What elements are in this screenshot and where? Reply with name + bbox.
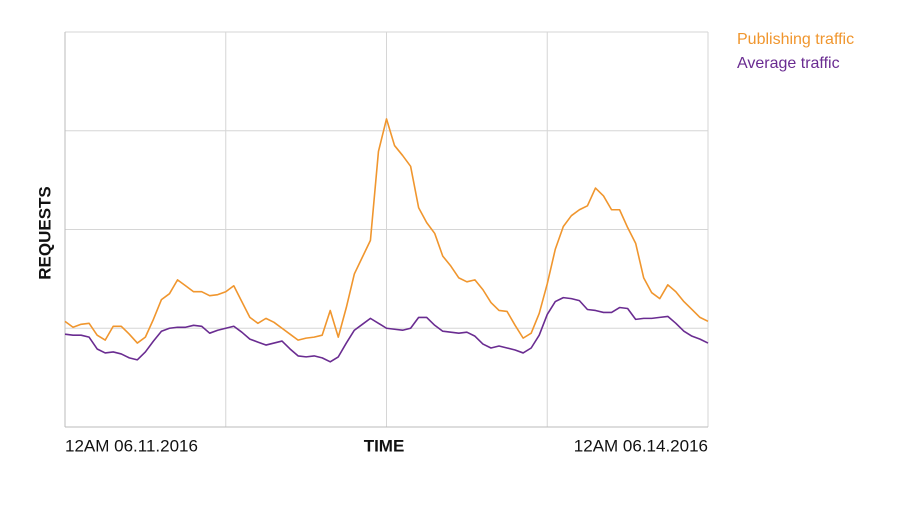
legend-entry: Publishing traffic xyxy=(737,31,854,48)
x-axis-label: TIME xyxy=(364,436,405,455)
y-axis-label: REQUESTS xyxy=(35,186,54,280)
x-tick-label: 12AM 06.11.2016 xyxy=(65,436,198,455)
series-line xyxy=(64,296,709,363)
x-tick-label: 12AM 06.14.2016 xyxy=(574,436,708,455)
series-line xyxy=(64,118,709,344)
legend-entry: Average traffic xyxy=(737,55,840,72)
